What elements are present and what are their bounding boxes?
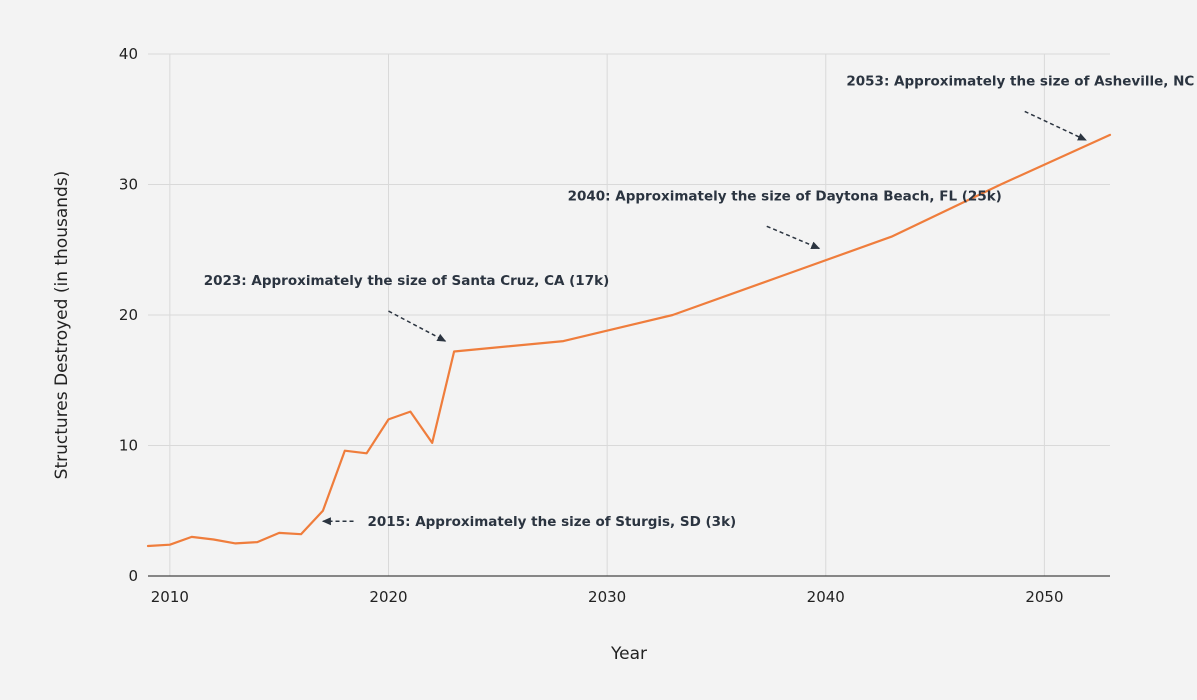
annotation-arrow (766, 225, 821, 250)
y-tick-label: 20 (119, 306, 138, 324)
grid-lines (148, 53, 1110, 576)
annotation-label: 2015: Approximately the size of Sturgis,… (368, 514, 737, 530)
series-line (146, 133, 1112, 548)
series-layer (146, 133, 1112, 548)
y-tick-label: 10 (119, 437, 138, 455)
annotation-arrow (388, 310, 447, 342)
y-tick-label: 40 (119, 45, 138, 63)
x-tick-label: 2020 (369, 588, 407, 606)
annotation-label: 2053: Approximately the size of Ashevill… (846, 73, 1197, 89)
annotation-label: 2023: Approximately the size of Santa Cr… (204, 273, 610, 289)
y-axis-title: Structures Destroyed (in thousands) (52, 171, 72, 480)
x-tick-label: 2030 (588, 588, 626, 606)
annotation-arrow (1024, 110, 1087, 141)
x-tick-label: 2010 (151, 588, 189, 606)
annotation-label: 2040: Approximately the size of Daytona … (568, 188, 1002, 204)
y-tick-label: 0 (128, 567, 138, 585)
x-axis-title: Year (610, 644, 647, 664)
x-tick-label: 2040 (807, 588, 845, 606)
y-tick-label: 30 (119, 176, 138, 194)
x-tick-label: 2050 (1025, 588, 1063, 606)
annotations: 2015: Approximately the size of Sturgis,… (204, 73, 1197, 530)
